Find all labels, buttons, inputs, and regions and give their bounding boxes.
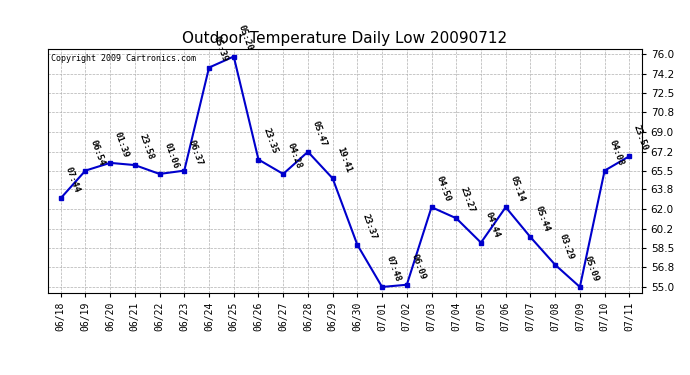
Text: 05:44: 05:44 <box>533 205 551 233</box>
Text: 04:50: 04:50 <box>434 175 452 203</box>
Text: 05:20: 05:20 <box>237 24 254 52</box>
Text: 23:58: 23:58 <box>137 133 155 161</box>
Text: 04:28: 04:28 <box>286 141 304 170</box>
Text: 06:54: 06:54 <box>88 138 106 166</box>
Title: Outdoor Temperature Daily Low 20090712: Outdoor Temperature Daily Low 20090712 <box>182 31 508 46</box>
Text: 05:14: 05:14 <box>509 175 526 203</box>
Text: 04:44: 04:44 <box>484 210 502 238</box>
Text: 23:50: 23:50 <box>632 124 650 152</box>
Text: 07:44: 07:44 <box>63 166 81 194</box>
Text: 23:35: 23:35 <box>262 127 279 155</box>
Text: 01:39: 01:39 <box>113 130 130 159</box>
Text: 04:08: 04:08 <box>607 138 625 166</box>
Text: 05:47: 05:47 <box>310 119 328 148</box>
Text: 06:09: 06:09 <box>410 252 427 280</box>
Text: 01:06: 01:06 <box>162 141 180 170</box>
Text: 06:37: 06:37 <box>187 138 205 166</box>
Text: 19:41: 19:41 <box>335 146 353 174</box>
Text: 03:29: 03:29 <box>558 232 575 261</box>
Text: 23:27: 23:27 <box>459 186 477 214</box>
Text: 07:48: 07:48 <box>385 255 402 283</box>
Text: Copyright 2009 Cartronics.com: Copyright 2009 Cartronics.com <box>51 54 196 63</box>
Text: 23:37: 23:37 <box>360 212 378 241</box>
Text: 05:39: 05:39 <box>212 35 230 63</box>
Text: 05:09: 05:09 <box>582 255 600 283</box>
